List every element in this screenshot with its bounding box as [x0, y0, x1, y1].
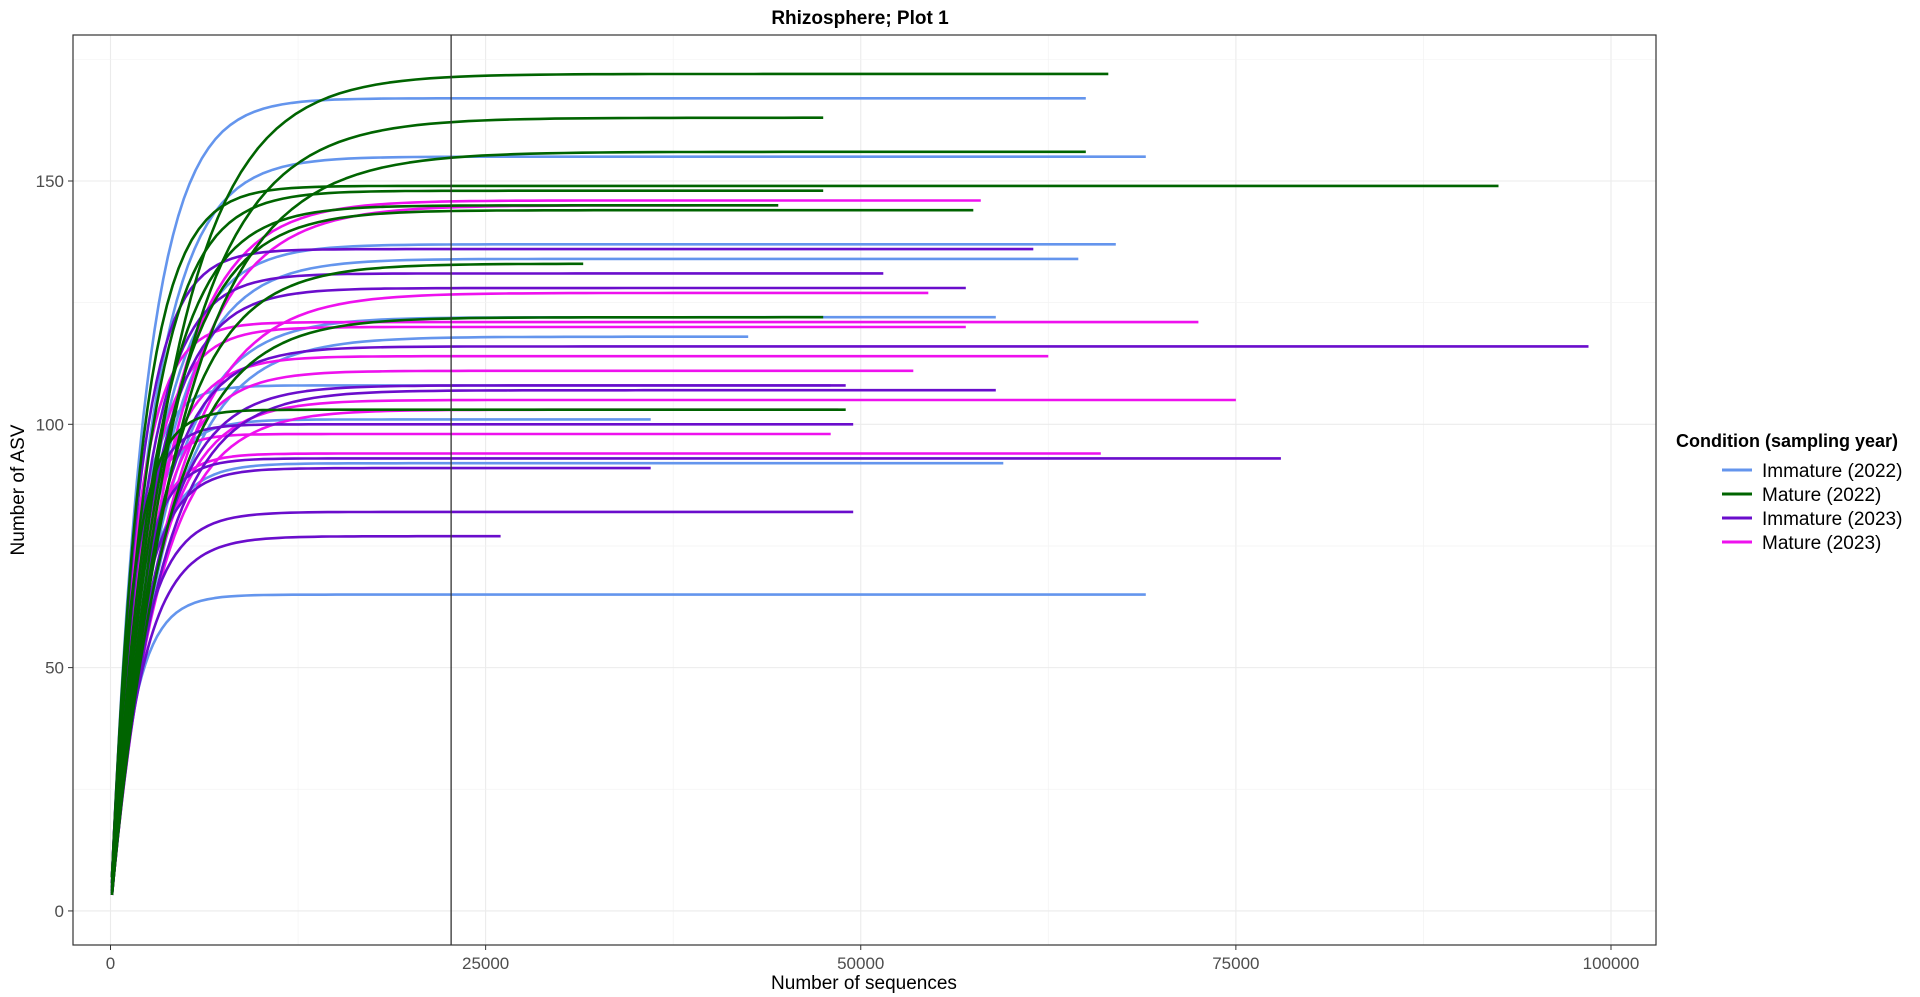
x-tick-label: 25000	[462, 954, 509, 973]
y-tick-label: 150	[36, 172, 64, 191]
rarefaction-curve	[110, 315, 824, 896]
y-axis-title: Number of ASV	[8, 424, 29, 555]
x-tick-label: 0	[106, 954, 115, 973]
rarefaction-curve	[110, 408, 846, 879]
series-group	[110, 72, 1499, 897]
y-tick-label: 100	[36, 415, 64, 434]
legend-label: Immature (2023)	[1762, 509, 1902, 530]
x-axis-title: Number of sequences	[771, 973, 957, 994]
legend: Condition (sampling year) Immature (2022…	[1676, 431, 1902, 554]
y-tick-label: 0	[55, 902, 64, 921]
chart-title: Rhizosphere; Plot 1	[771, 8, 949, 29]
x-axis: 0 25000 50000 75000 100000	[106, 945, 1640, 973]
y-axis: 0 50 100 150	[36, 172, 73, 921]
rarefaction-curve	[110, 184, 1499, 879]
legend-title: Condition (sampling year)	[1676, 431, 1898, 451]
x-tick-label: 100000	[1583, 954, 1640, 973]
legend-label: Mature (2023)	[1762, 533, 1881, 554]
y-tick-label: 50	[45, 659, 64, 678]
rarefaction-curve	[110, 208, 974, 892]
plot-panel-background	[73, 35, 1656, 945]
plot-panel-border	[72, 34, 1657, 946]
x-tick-label: 75000	[1212, 954, 1259, 973]
x-tick-label: 50000	[837, 954, 884, 973]
legend-label: Immature (2022)	[1762, 461, 1902, 482]
series-layer	[110, 72, 1589, 897]
legend-label: Mature (2022)	[1762, 485, 1881, 506]
